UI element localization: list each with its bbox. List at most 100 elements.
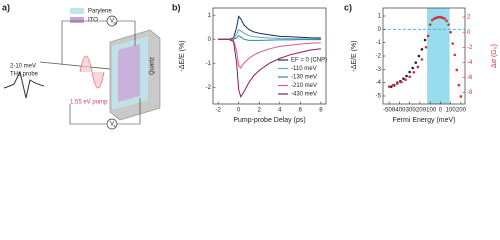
data-point bbox=[426, 34, 430, 38]
data-point bbox=[451, 42, 455, 45]
wires bbox=[61, 20, 141, 125]
data-point bbox=[417, 54, 421, 58]
data-point bbox=[420, 48, 424, 51]
legend-label: -130 meV bbox=[291, 75, 317, 81]
data-point bbox=[453, 53, 457, 57]
data-point bbox=[414, 61, 418, 64]
y-tick-label: -2 bbox=[206, 85, 212, 91]
data-point bbox=[402, 77, 405, 80]
x-tick-label: -500 bbox=[383, 108, 396, 114]
x-tick-label: 4 bbox=[278, 108, 282, 114]
y-tick-label: -2 bbox=[376, 54, 382, 60]
legend-label: Parylene bbox=[88, 9, 112, 15]
source-label: V bbox=[110, 122, 114, 128]
plot-frame bbox=[382, 7, 466, 105]
y-tick-label: 1 bbox=[208, 13, 212, 19]
y2-tick-label: 0 bbox=[467, 30, 471, 36]
data-point bbox=[404, 78, 407, 82]
series-line bbox=[218, 15, 321, 40]
y2-tick-label: -2 bbox=[467, 45, 473, 51]
legend-swatch bbox=[70, 17, 84, 23]
legend-label: -430 meV bbox=[291, 92, 317, 98]
legend-swatch bbox=[70, 8, 84, 14]
y-tick-label: 0 bbox=[378, 27, 382, 33]
x-tick-label: 8 bbox=[319, 108, 323, 114]
data-point bbox=[441, 16, 444, 20]
data-point bbox=[389, 85, 393, 88]
data-point bbox=[391, 83, 395, 87]
legend-bg bbox=[276, 73, 324, 82]
pump-pulse bbox=[79, 55, 105, 89]
data-point bbox=[405, 74, 408, 78]
data-point bbox=[408, 75, 411, 79]
series-line bbox=[218, 28, 321, 40]
y-tick-label: -1 bbox=[376, 40, 382, 46]
y-axis-label: -ΔE/E (%) bbox=[351, 40, 358, 71]
data-point bbox=[437, 15, 440, 19]
data-point bbox=[443, 17, 446, 20]
probe-energy: 2-10 meV bbox=[10, 64, 36, 70]
data-point bbox=[428, 23, 432, 26]
y-axis-label: -ΔE/E (%) bbox=[179, 40, 186, 71]
y-tick-label: -3 bbox=[376, 67, 382, 73]
panel-label: a) bbox=[2, 2, 10, 12]
x-tick-label: 0 bbox=[237, 108, 241, 114]
data-point bbox=[432, 17, 436, 20]
legend-label: -210 meV bbox=[291, 83, 317, 89]
legend-bg bbox=[276, 64, 324, 73]
data-point bbox=[400, 80, 403, 84]
panel-label: c) bbox=[344, 2, 352, 12]
y2-axis-label: Δσ (G₀) bbox=[491, 44, 498, 68]
data-point bbox=[387, 85, 391, 88]
x-tick-label: 2 bbox=[258, 108, 262, 114]
x-axis-label: Fermi Energy (meV) bbox=[392, 117, 455, 124]
series-line bbox=[218, 38, 321, 99]
figure: a) Parylene ITO 2-10 meV THz probe 1.55 … bbox=[2, 2, 498, 130]
pump-label: 1.55 eV pump bbox=[70, 100, 108, 106]
data-point bbox=[423, 38, 427, 42]
y2-tick-label: -6 bbox=[467, 75, 473, 81]
legend-bg bbox=[276, 56, 324, 65]
data-point bbox=[408, 70, 411, 74]
x-tick-label: 6 bbox=[299, 108, 303, 114]
legend-label: -110 meV bbox=[291, 66, 317, 72]
x-tick-label: -2 bbox=[215, 108, 221, 114]
probe-name: THz probe bbox=[10, 72, 39, 78]
y-tick-label: -5 bbox=[376, 94, 382, 100]
y2-tick-label: 2 bbox=[467, 15, 471, 21]
source-label-sub: s bbox=[114, 123, 116, 128]
shaded-region bbox=[427, 8, 450, 104]
legend-label: EF = 0 (CNP) bbox=[291, 58, 327, 64]
legend-label: ITO bbox=[88, 18, 98, 24]
data-point bbox=[396, 82, 399, 85]
x-tick-label: 0 bbox=[439, 108, 443, 114]
data-point bbox=[445, 19, 448, 23]
x-tick-label: -400 bbox=[393, 108, 406, 114]
y2-tick-label: -4 bbox=[467, 60, 473, 66]
gate-label-sub: g bbox=[114, 20, 116, 25]
data-point bbox=[455, 68, 459, 72]
data-point bbox=[447, 23, 450, 26]
y-tick-label: -4 bbox=[376, 80, 382, 86]
x-tick-label: 200 bbox=[456, 108, 467, 114]
data-point bbox=[435, 16, 438, 20]
data-point bbox=[430, 18, 434, 22]
data-point bbox=[412, 70, 416, 74]
panel-label: b) bbox=[172, 2, 181, 12]
ito-layer bbox=[118, 44, 140, 102]
data-point bbox=[459, 95, 463, 98]
legend-bg bbox=[276, 90, 324, 99]
x-tick-label: 100 bbox=[446, 108, 457, 114]
y-tick-label: -1 bbox=[206, 61, 212, 67]
thz-pulse bbox=[3, 70, 45, 99]
data-point bbox=[449, 30, 452, 34]
y-tick-label: 0 bbox=[208, 37, 212, 43]
series-line bbox=[218, 34, 321, 41]
series-line bbox=[218, 38, 321, 69]
legend-bg bbox=[276, 81, 324, 90]
substrate-label: Quartz bbox=[150, 57, 156, 75]
data-point bbox=[457, 83, 461, 87]
x-tick-label: -300 bbox=[404, 108, 417, 114]
y-tick-label: 1 bbox=[378, 14, 382, 20]
data-point bbox=[416, 65, 420, 69]
